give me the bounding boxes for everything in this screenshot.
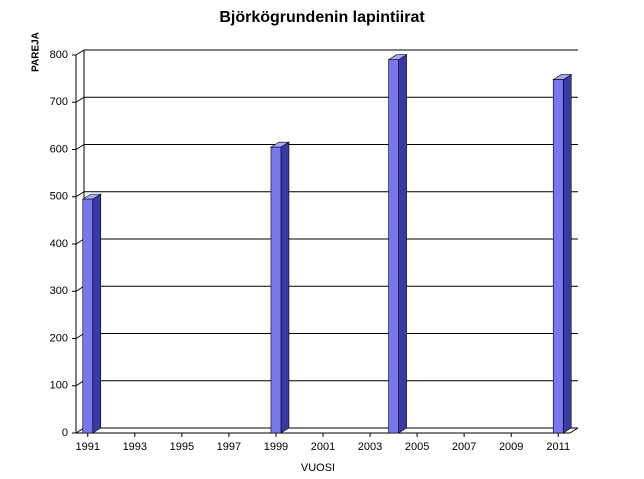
bar bbox=[388, 59, 399, 434]
chart-title: Björkögrundenin lapintiirat bbox=[219, 9, 425, 26]
bar bbox=[552, 79, 564, 434]
grid-line-edge bbox=[75, 49, 85, 56]
y-tick-label: 700 bbox=[50, 96, 68, 108]
bar-side bbox=[398, 54, 407, 434]
floor-edge bbox=[569, 427, 579, 434]
x-tick-label: 2007 bbox=[452, 441, 476, 453]
y-tick-label: 200 bbox=[50, 332, 68, 344]
x-tick-label: 1991 bbox=[76, 441, 100, 453]
bar bbox=[82, 198, 94, 434]
y-tick-label: 300 bbox=[50, 285, 68, 297]
x-tick-label: 2011 bbox=[546, 441, 570, 453]
y-tick-label: 400 bbox=[50, 238, 68, 250]
bar bbox=[270, 146, 282, 434]
y-tick-label: 500 bbox=[50, 191, 68, 203]
x-tick-label: 1995 bbox=[170, 441, 194, 453]
x-tick-label: 2009 bbox=[499, 441, 523, 453]
x-tick-label: 1999 bbox=[264, 441, 288, 453]
y-tick-label: 800 bbox=[50, 49, 68, 61]
x-tick-label: 2003 bbox=[358, 441, 382, 453]
x-tick-label: 2001 bbox=[311, 441, 335, 453]
grid-line-edge bbox=[75, 191, 85, 198]
y-tick-label: 0 bbox=[62, 427, 68, 439]
grid-line-edge bbox=[75, 96, 85, 103]
bar-side bbox=[280, 141, 290, 434]
x-tick-label: 1993 bbox=[123, 441, 147, 453]
bar-side bbox=[562, 74, 572, 434]
y-tick-label: 100 bbox=[50, 380, 68, 392]
x-tick-label: 2005 bbox=[405, 441, 429, 453]
x-tick-label: 1997 bbox=[217, 441, 241, 453]
x-axis-label: VUOSI bbox=[301, 462, 335, 474]
bar-side bbox=[92, 193, 102, 434]
y-axis-label: PAREJA bbox=[31, 32, 42, 72]
y-tick-label: 600 bbox=[50, 143, 68, 155]
grid-line-edge bbox=[75, 144, 85, 150]
